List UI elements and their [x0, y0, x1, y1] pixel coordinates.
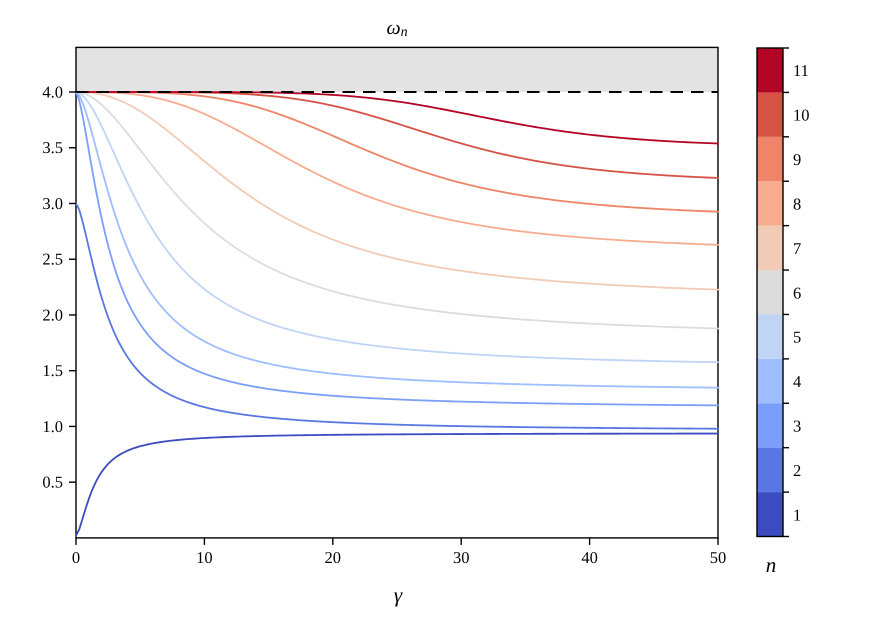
svg-text:2.0: 2.0: [42, 305, 63, 324]
svg-text:8: 8: [793, 194, 801, 213]
svg-text:2.5: 2.5: [42, 250, 63, 269]
svg-text:9: 9: [793, 150, 801, 169]
svg-text:0: 0: [72, 548, 80, 567]
svg-text:1.5: 1.5: [42, 361, 63, 380]
svg-text:50: 50: [710, 548, 727, 567]
svg-text:3.0: 3.0: [42, 194, 63, 213]
svg-text:4: 4: [793, 372, 801, 391]
svg-text:2: 2: [793, 461, 801, 480]
svg-text:10: 10: [196, 548, 213, 567]
svg-text:1.0: 1.0: [42, 417, 63, 436]
svg-text:1: 1: [793, 505, 801, 524]
svg-text:40: 40: [581, 548, 598, 567]
svg-text:20: 20: [325, 548, 342, 567]
svg-text:0.5: 0.5: [42, 473, 63, 492]
svg-text:11: 11: [793, 61, 809, 80]
svg-text:7: 7: [793, 239, 801, 258]
svg-text:γ: γ: [394, 583, 403, 607]
svg-text:10: 10: [793, 106, 810, 125]
svg-text:4.0: 4.0: [42, 82, 63, 101]
svg-text:n: n: [766, 553, 777, 577]
svg-text:30: 30: [453, 548, 470, 567]
svg-text:6: 6: [793, 283, 801, 302]
svg-text:5: 5: [793, 328, 801, 347]
svg-text:3: 3: [793, 416, 801, 435]
svg-text:3.5: 3.5: [42, 138, 63, 157]
